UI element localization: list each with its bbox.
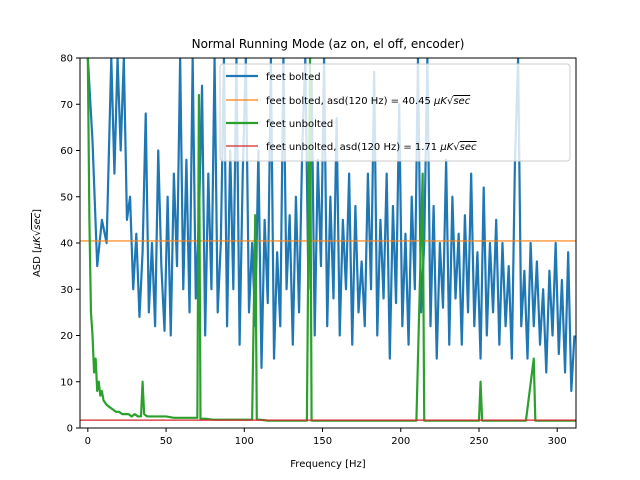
y-axis-label-sqrt: √ (32, 229, 43, 236)
legend-label-feet-bolted-asd-text: feet bolted, asd(120 Hz) = 40.45 (266, 96, 434, 107)
legend-label-feet-unbolted-asd-unit: K (447, 142, 455, 153)
y-tick-label-80: 80 (60, 54, 73, 65)
legend-label-feet-bolted-asd-unit: K (440, 96, 448, 107)
chart-title: Normal Running Mode (az on, el off, enco… (192, 37, 465, 51)
legend-box (219, 63, 571, 162)
legend-label-feet-bolted-asd-sqrt: √ (447, 96, 454, 107)
y-tick-label-0: 0 (67, 424, 73, 435)
legend-label-feet-bolted-asd: feet bolted, asd(120 Hz) = 40.45 μK√sec (266, 96, 471, 107)
x-tick-label-0: 0 (85, 436, 91, 447)
y-axis-label-mu: μ (32, 243, 43, 250)
y-axis-label-sec: sec (32, 212, 43, 229)
x-tick-label-50: 50 (160, 436, 173, 447)
y-axis-label: ASD [μK√sec] (32, 209, 43, 277)
y-tick-label-20: 20 (60, 331, 73, 342)
series-layer (80, 58, 576, 422)
y-axis-label-prefix: ASD [ (32, 249, 43, 277)
legend-label-feet-bolted-asd-mu: μ (433, 96, 440, 107)
y-axis-label-unit: K (32, 235, 43, 243)
legend-label-feet-unbolted-asd-text: feet unbolted, asd(120 Hz) = 1.71 (266, 142, 440, 153)
y-tick-label-70: 70 (60, 100, 73, 111)
y-tick-label-40: 40 (60, 239, 73, 250)
ticks-layer: 0 50 100 150 200 250 300 0 10 20 30 40 50 60 70 80 (60, 54, 567, 448)
x-axis-label: Frequency [Hz] (290, 459, 366, 470)
legend-label-feet-unbolted: feet unbolted (266, 119, 333, 130)
x-tick-label-100: 100 (235, 436, 254, 447)
legend: feet bolted feet bolted, asd(120 Hz) = 4… (219, 63, 571, 162)
legend-label-feet-bolted: feet bolted (266, 72, 321, 83)
legend-label-feet-bolted-asd-sec: sec (453, 96, 470, 107)
x-tick-label-300: 300 (548, 436, 567, 447)
y-axis-label-suffix: ] (32, 209, 43, 213)
legend-label-feet-unbolted-asd-sec: sec (460, 142, 477, 153)
x-tick-label-150: 150 (313, 436, 332, 447)
y-tick-label-60: 60 (60, 146, 73, 157)
y-tick-label-10: 10 (60, 377, 73, 388)
legend-label-feet-unbolted-asd: feet unbolted, asd(120 Hz) = 1.71 μK√sec (266, 142, 477, 153)
y-tick-label-50: 50 (60, 192, 73, 203)
y-tick-label-30: 30 (60, 285, 73, 296)
series-line-feet-bolted (86, 58, 576, 393)
legend-label-feet-unbolted-asd-sqrt: √ (453, 142, 460, 153)
x-tick-label-200: 200 (391, 436, 410, 447)
legend-label-feet-unbolted-asd-mu: μ (439, 142, 446, 153)
x-tick-label-250: 250 (469, 436, 488, 447)
